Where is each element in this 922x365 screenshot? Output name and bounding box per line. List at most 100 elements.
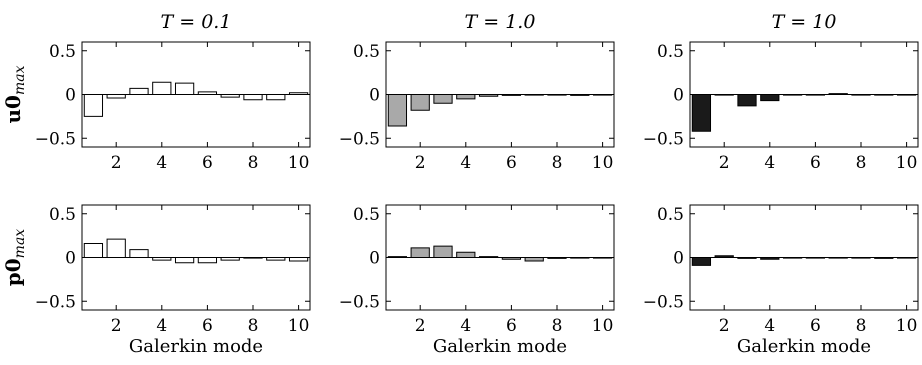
y-tick-label: −0.5 <box>35 292 76 312</box>
x-tick-label: 4 <box>764 153 775 173</box>
x-tick-label: 4 <box>156 316 167 336</box>
subplot-title: T = 1.0 <box>465 11 536 33</box>
y-axis-label-main: u0 <box>1 95 25 123</box>
bar-mode-7 <box>220 257 240 261</box>
bar-mode-10 <box>288 257 309 262</box>
x-tick-label: 10 <box>288 316 310 336</box>
bar-mode-7 <box>524 94 544 96</box>
x-axis-label: Galerkin mode <box>737 336 871 357</box>
y-tick-label: −0.5 <box>35 129 76 149</box>
x-tick-label: 2 <box>415 316 426 336</box>
bar-mode-1 <box>691 94 712 132</box>
bar-mode-2 <box>106 94 126 99</box>
bar-mode-8 <box>547 257 567 259</box>
x-tick-label: 8 <box>856 316 867 336</box>
bar-mode-6 <box>197 257 218 264</box>
x-tick-label: 10 <box>592 316 614 336</box>
x-tick-label: 10 <box>896 316 918 336</box>
x-tick-label: 2 <box>719 316 730 336</box>
bar-mode-7 <box>828 93 848 95</box>
bar-mode-9 <box>874 94 894 96</box>
bar-mode-2 <box>106 238 126 258</box>
bar-mode-7 <box>828 257 848 259</box>
bar-mode-4 <box>760 94 780 102</box>
y-tick-label: 0 <box>673 249 684 269</box>
x-tick-label: 8 <box>552 316 563 336</box>
bar-mode-10 <box>592 94 613 96</box>
x-tick-label: 6 <box>202 316 213 336</box>
bar-mode-10 <box>288 92 309 95</box>
x-tick-label: 10 <box>896 153 918 173</box>
x-tick-label: 8 <box>856 153 867 173</box>
bar-mode-2 <box>714 94 734 96</box>
y-tick-label: 0 <box>673 86 684 106</box>
bar-mode-5 <box>782 257 803 259</box>
bar-mode-3 <box>129 87 149 95</box>
bar-mode-10 <box>896 257 917 259</box>
x-tick-label: 2 <box>111 153 122 173</box>
x-tick-label: 10 <box>288 153 310 173</box>
y-tick-label: 0 <box>369 249 380 269</box>
y-axis-label: u0max <box>1 65 28 123</box>
y-tick-label: 0 <box>65 86 76 106</box>
bar-mode-4 <box>456 251 476 258</box>
y-tick-label: 0.5 <box>353 205 380 225</box>
bar-mode-3 <box>433 245 453 258</box>
bar-mode-5 <box>782 94 803 96</box>
x-tick-label: 8 <box>248 316 259 336</box>
y-tick-label: 0.5 <box>657 42 684 62</box>
x-axis-label: Galerkin mode <box>129 336 263 357</box>
bar-mode-3 <box>737 94 757 107</box>
x-tick-label: 8 <box>552 153 563 173</box>
x-axis-label: Galerkin mode <box>433 336 567 357</box>
bar-mode-10 <box>592 257 613 259</box>
y-axis-label: p0max <box>1 229 28 287</box>
subplot-r1-c0: 0.5 0 −0.5 2 4 6 8 10 Galerkin mode p0max <box>1 204 311 357</box>
bar-mode-9 <box>266 94 286 101</box>
x-tick-label: 10 <box>592 153 614 173</box>
x-tick-label: 6 <box>506 316 517 336</box>
y-tick-label: 0.5 <box>49 205 76 225</box>
bar-mode-8 <box>243 257 263 259</box>
bar-mode-3 <box>129 249 149 258</box>
x-tick-label: 6 <box>810 153 821 173</box>
bar-mode-10 <box>896 94 917 96</box>
bar-mode-4 <box>760 257 780 260</box>
bar-mode-6 <box>501 257 522 260</box>
bar-mode-9 <box>570 94 590 96</box>
y-axis-label-subscript: max <box>12 65 28 95</box>
subplot-r1-c2: 0.5 0 −0.5 2 4 6 8 10 Galerkin mode <box>643 204 919 357</box>
bar-mode-8 <box>851 94 871 96</box>
x-tick-label: 6 <box>202 153 213 173</box>
x-tick-label: 4 <box>156 153 167 173</box>
x-tick-label: 6 <box>810 316 821 336</box>
bar-mode-4 <box>152 257 172 261</box>
y-tick-label: −0.5 <box>643 292 684 312</box>
bar-mode-6 <box>805 257 826 259</box>
y-tick-label: 0.5 <box>353 42 380 62</box>
y-tick-label: −0.5 <box>643 129 684 149</box>
x-tick-label: 4 <box>460 316 471 336</box>
subplot-r0-c1: 0.5 0 −0.5 2 4 6 8 10 T = 1.0 <box>339 11 615 173</box>
bar-mode-1 <box>691 257 712 266</box>
x-tick-label: 2 <box>719 153 730 173</box>
bar-mode-5 <box>174 257 195 264</box>
y-axis-label-subscript: max <box>12 229 28 259</box>
bar-mode-1 <box>83 94 104 117</box>
x-tick-label: 4 <box>764 316 775 336</box>
bar-mode-2 <box>410 94 430 111</box>
y-tick-label: −0.5 <box>339 129 380 149</box>
subplot-r0-c2: 0.5 0 −0.5 2 4 6 8 10 T = 10 <box>643 11 919 173</box>
bar-mode-2 <box>714 255 734 258</box>
subplot-title: T = 0.1 <box>161 11 232 33</box>
y-axis-label-main: p0 <box>1 258 25 286</box>
bar-mode-6 <box>805 94 826 96</box>
bar-mode-8 <box>547 94 567 96</box>
bar-mode-1 <box>83 243 104 258</box>
bar-mode-6 <box>501 94 522 96</box>
bar-mode-5 <box>478 256 499 258</box>
bar-mode-5 <box>174 82 195 95</box>
y-tick-label: 0 <box>369 86 380 106</box>
bar-mode-7 <box>524 257 544 262</box>
